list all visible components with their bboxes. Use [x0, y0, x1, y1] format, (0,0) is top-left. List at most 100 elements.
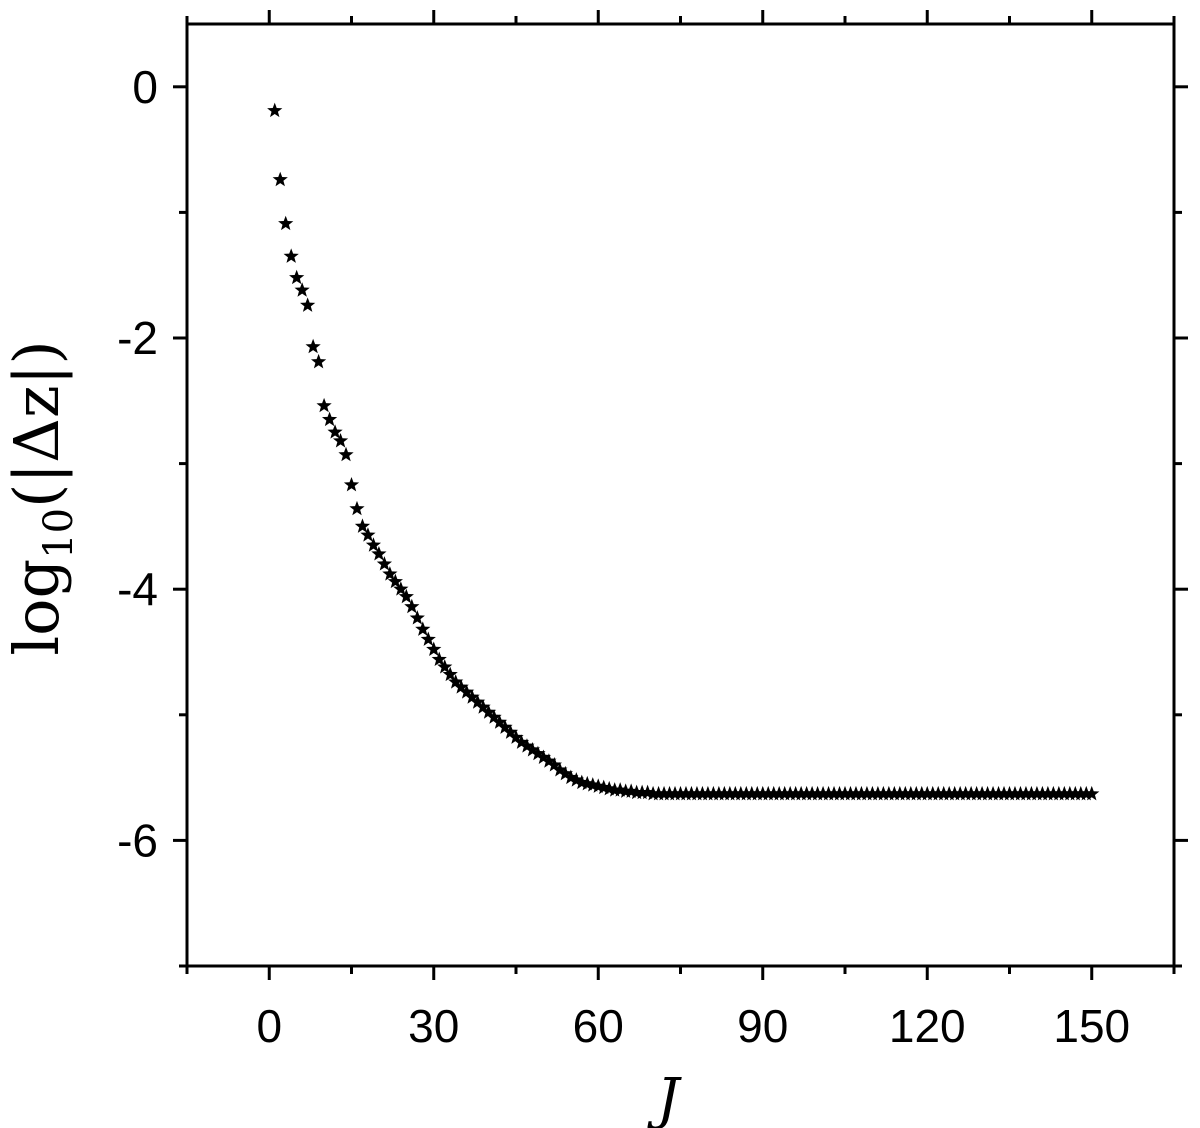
data-point	[382, 566, 398, 581]
y-tick-label: -2	[117, 312, 158, 364]
data-point	[376, 556, 393, 571]
axis-ticks	[173, 10, 1188, 980]
data-point	[459, 684, 475, 699]
data-point	[300, 297, 316, 312]
data-point	[387, 573, 403, 589]
data-point	[683, 785, 700, 801]
data-point	[941, 785, 957, 801]
data-point	[689, 785, 705, 801]
data-point	[908, 785, 924, 801]
data-point	[826, 785, 842, 801]
data-point	[892, 785, 908, 801]
data-point	[365, 537, 382, 552]
data-point	[914, 785, 930, 801]
data-point	[1001, 785, 1018, 801]
data-point	[809, 785, 826, 801]
data-point	[568, 772, 584, 787]
data-point	[541, 753, 557, 768]
data-point	[343, 476, 360, 492]
data-point	[738, 785, 754, 801]
x-tick-label: 30	[408, 1000, 459, 1052]
data-point	[656, 785, 672, 801]
data-point	[524, 741, 541, 757]
data-point	[629, 784, 645, 800]
data-point	[947, 785, 963, 801]
data-point	[398, 588, 414, 604]
data-point	[782, 785, 798, 801]
data-point	[1084, 785, 1100, 801]
data-point	[650, 785, 667, 801]
data-point	[1062, 785, 1078, 801]
data-point	[968, 785, 985, 801]
data-point	[875, 785, 891, 801]
data-point	[1067, 785, 1083, 801]
data-point	[958, 785, 974, 801]
data-point	[486, 709, 502, 724]
data-point	[480, 704, 497, 719]
data-point	[881, 785, 897, 801]
data-point	[634, 784, 650, 800]
data-point	[1040, 785, 1056, 801]
y-tick-label: -6	[117, 814, 158, 866]
data-point	[415, 621, 431, 636]
data-point	[513, 734, 530, 749]
data-point	[267, 102, 283, 118]
data-point	[278, 215, 294, 231]
data-point	[700, 785, 716, 801]
data-point	[1012, 785, 1029, 801]
data-point	[354, 518, 371, 533]
data-point	[563, 769, 579, 785]
data-point	[305, 338, 321, 354]
data-point	[799, 785, 815, 801]
tick-labels: 0 30 60 90 120 150 0 -2 -4 -6	[117, 61, 1130, 1052]
data-point	[886, 785, 902, 801]
data-point	[952, 785, 968, 801]
data-point	[618, 783, 634, 798]
data-point	[1029, 785, 1045, 801]
x-tick-label: 0	[256, 1000, 282, 1052]
data-point	[820, 785, 837, 801]
data-point	[711, 785, 727, 801]
data-point	[974, 785, 990, 801]
data-point	[497, 719, 513, 734]
data-point	[1018, 785, 1034, 801]
data-point	[552, 762, 568, 777]
data-point	[744, 785, 760, 801]
y-axis-title-argument: (|Δz|)	[0, 340, 73, 508]
data-point	[546, 757, 562, 772]
data-point	[766, 785, 782, 801]
data-point	[755, 785, 771, 801]
data-point	[294, 282, 310, 297]
data-point	[327, 424, 343, 439]
data-point	[464, 689, 480, 704]
data-point	[793, 785, 809, 801]
y-tick-label: -4	[117, 563, 158, 615]
plot-frame	[185, 22, 1176, 968]
data-point	[705, 785, 722, 801]
x-tick-label: 150	[1053, 1000, 1130, 1052]
data-point	[404, 598, 420, 614]
data-point	[420, 631, 436, 646]
data-point	[1034, 785, 1051, 801]
data-point	[349, 500, 365, 516]
data-point	[409, 610, 425, 625]
data-point	[919, 785, 935, 801]
data-point	[859, 785, 875, 801]
data-point	[930, 785, 946, 801]
data-point	[607, 782, 623, 797]
x-axis-title: J	[647, 1067, 683, 1128]
data-point	[1045, 785, 1061, 801]
data-point	[535, 749, 552, 764]
data-point	[963, 785, 979, 801]
data-point	[491, 714, 508, 729]
x-tick-label: 60	[573, 1000, 624, 1052]
data-point	[678, 785, 694, 801]
data-point	[985, 785, 1001, 801]
x-tick-label: 90	[737, 1000, 788, 1052]
data-point	[508, 729, 524, 744]
data-point	[1056, 785, 1072, 801]
data-point	[310, 353, 327, 369]
data-point	[831, 785, 848, 801]
y-tick-label: 0	[132, 61, 158, 113]
data-point	[777, 785, 793, 801]
